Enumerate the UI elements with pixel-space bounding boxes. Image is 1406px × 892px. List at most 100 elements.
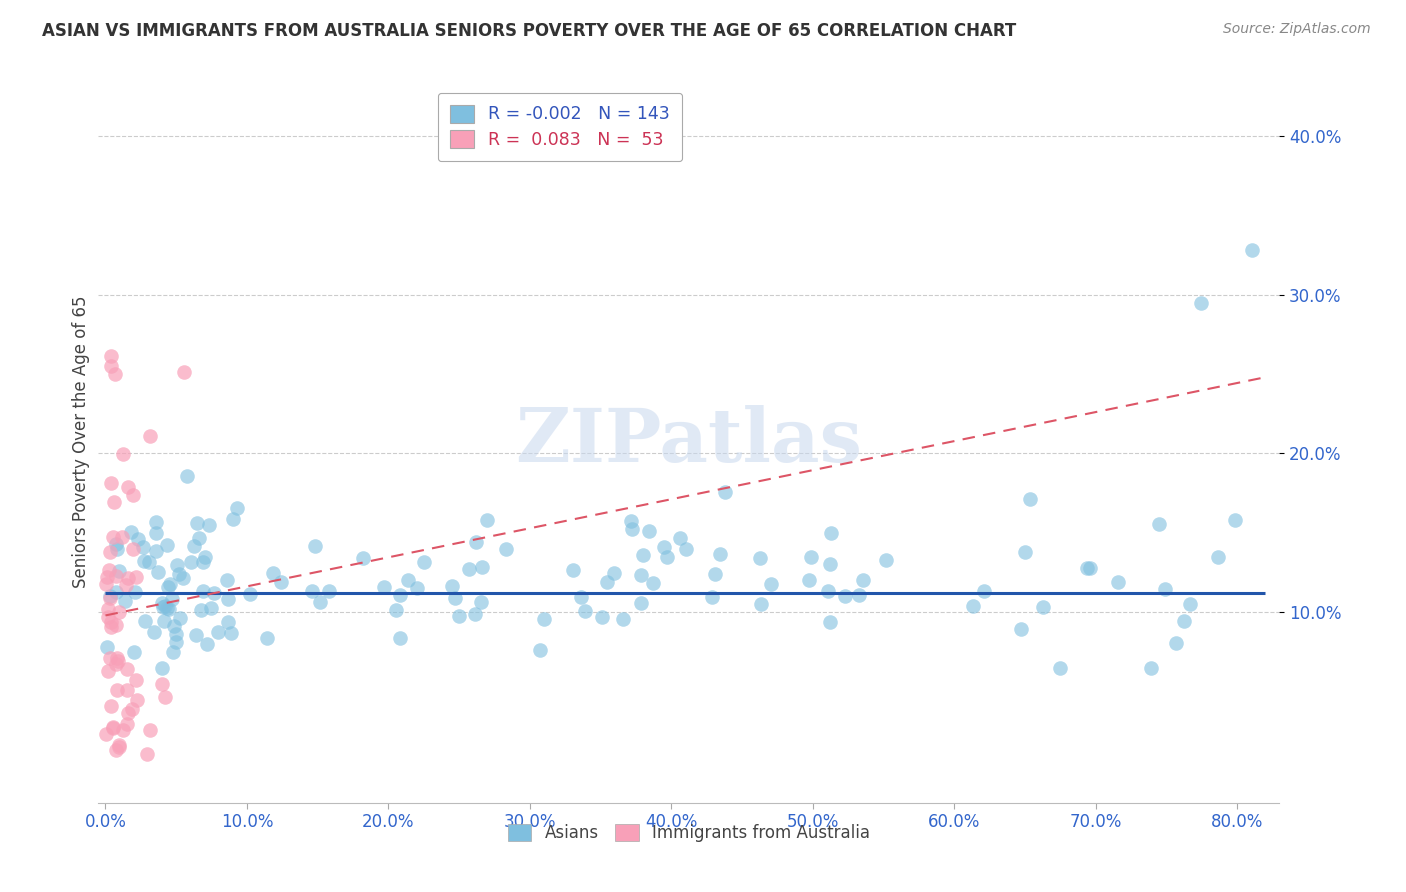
Point — [820, 615, 842, 629]
Point — [848, 588, 870, 602]
Text: ASIAN VS IMMIGRANTS FROM AUSTRALIA SENIORS POVERTY OVER THE AGE OF 65 CORRELATIO: ASIAN VS IMMIGRANTS FROM AUSTRALIA SENIO… — [42, 22, 1017, 40]
Point — [652, 540, 675, 554]
Point — [1241, 243, 1264, 257]
Point — [191, 583, 214, 598]
Point — [131, 540, 153, 554]
Point — [655, 549, 678, 564]
Point — [190, 603, 212, 617]
Point — [108, 740, 131, 755]
Point — [105, 742, 128, 756]
Point — [591, 609, 613, 624]
Point — [1049, 661, 1071, 675]
Point — [800, 550, 823, 565]
Point — [150, 661, 173, 675]
Point — [160, 591, 183, 606]
Point — [638, 524, 661, 538]
Point — [1164, 636, 1187, 650]
Y-axis label: Seniors Poverty Over the Age of 65: Seniors Poverty Over the Age of 65 — [72, 295, 90, 588]
Point — [1147, 517, 1170, 532]
Point — [105, 657, 128, 672]
Point — [562, 563, 585, 577]
Point — [412, 554, 434, 568]
Point — [112, 447, 135, 461]
Point — [202, 586, 225, 600]
Point — [104, 618, 127, 632]
Point — [122, 541, 145, 556]
Point — [875, 553, 897, 567]
Point — [96, 640, 118, 655]
Point — [100, 698, 122, 713]
Point — [127, 532, 149, 546]
Point — [709, 547, 731, 561]
Point — [1010, 622, 1032, 636]
Point — [1078, 561, 1101, 575]
Point — [162, 645, 184, 659]
Point — [97, 664, 120, 678]
Point — [612, 612, 634, 626]
Point — [184, 628, 207, 642]
Point — [759, 577, 782, 591]
Point — [142, 624, 165, 639]
Point — [200, 601, 222, 615]
Point — [98, 590, 121, 604]
Point — [103, 495, 125, 509]
Point — [388, 588, 411, 602]
Point — [152, 599, 174, 614]
Point — [156, 601, 179, 615]
Point — [124, 584, 146, 599]
Point — [301, 584, 323, 599]
Point — [1018, 491, 1040, 506]
Point — [834, 590, 856, 604]
Point — [217, 615, 239, 629]
Point — [111, 723, 134, 738]
Point — [104, 537, 127, 551]
Point — [180, 555, 202, 569]
Point — [318, 583, 340, 598]
Point — [107, 605, 129, 619]
Legend: Asians, Immigrants from Australia: Asians, Immigrants from Australia — [501, 817, 877, 848]
Point — [125, 693, 148, 707]
Point — [373, 580, 395, 594]
Point — [207, 624, 229, 639]
Point — [145, 515, 167, 529]
Point — [159, 576, 181, 591]
Point — [470, 595, 492, 609]
Point — [98, 545, 121, 559]
Text: ZIPatlas: ZIPatlas — [516, 405, 862, 478]
Point — [145, 525, 167, 540]
Point — [222, 512, 245, 526]
Point — [465, 535, 488, 549]
Point — [820, 526, 842, 541]
Point — [308, 595, 330, 609]
Point — [97, 602, 120, 616]
Point — [105, 585, 128, 599]
Point — [122, 645, 145, 659]
Point — [194, 549, 217, 564]
Point — [1153, 582, 1175, 596]
Point — [101, 720, 124, 734]
Point — [239, 587, 262, 601]
Point — [495, 541, 517, 556]
Point — [188, 532, 211, 546]
Point — [153, 599, 176, 614]
Point — [145, 544, 167, 558]
Point — [97, 563, 120, 577]
Point — [1189, 295, 1212, 310]
Point — [134, 614, 156, 628]
Point — [217, 573, 239, 587]
Point — [962, 599, 984, 613]
Point — [574, 604, 596, 618]
Point — [115, 662, 138, 676]
Point — [529, 642, 551, 657]
Point — [107, 655, 129, 669]
Point — [166, 558, 188, 573]
Point — [139, 723, 162, 737]
Point — [105, 650, 128, 665]
Point — [100, 359, 122, 374]
Point — [851, 574, 873, 588]
Point — [396, 573, 419, 587]
Point — [304, 539, 326, 553]
Point — [388, 631, 411, 645]
Point — [748, 551, 770, 566]
Point — [183, 539, 205, 553]
